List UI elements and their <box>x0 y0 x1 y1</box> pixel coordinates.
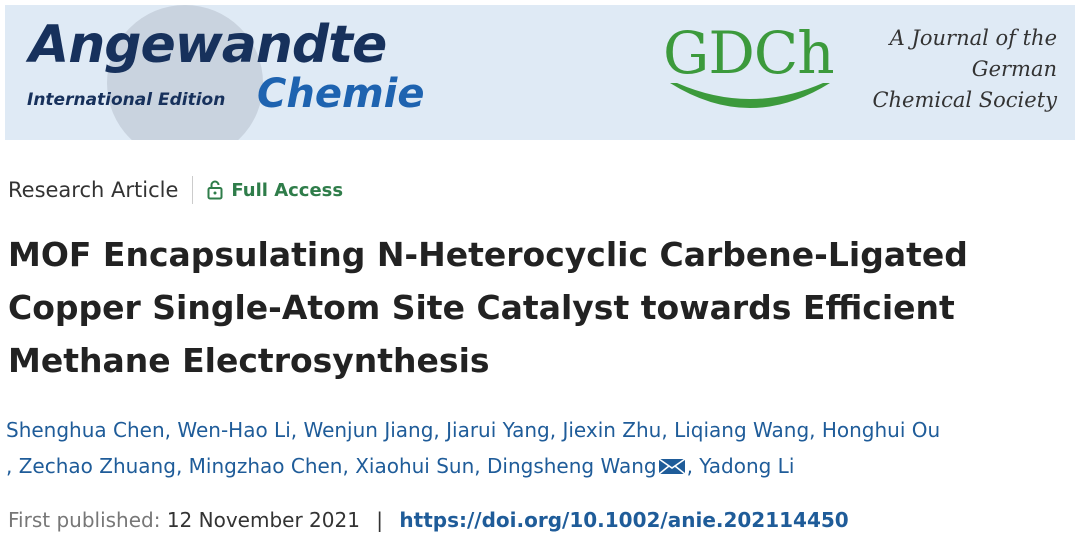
article-meta: Research Article Full Access <box>8 176 343 204</box>
published-label: First published: <box>8 508 161 532</box>
divider: | <box>376 508 384 532</box>
gdch-arc <box>670 83 830 108</box>
access-badge: Full Access <box>207 180 343 201</box>
published-date: 12 November 2021 <box>166 508 360 532</box>
author-name[interactable]: Liqiang Wang <box>674 418 810 442</box>
society-line: A Journal of the <box>889 26 1057 50</box>
title-line: MOF Encapsulating N-Heterocyclic Carbene… <box>8 235 968 274</box>
author-name[interactable]: Wen-Hao Li <box>177 418 291 442</box>
author-name[interactable]: Zechao Zhuang <box>18 454 176 478</box>
journal-subtitle: Chemie <box>257 71 425 117</box>
title-line: Copper Single-Atom Site Catalyst towards… <box>8 288 955 327</box>
author-separator: , <box>661 418 668 442</box>
logo-circle <box>107 5 263 140</box>
author-separator: , <box>809 418 816 442</box>
society-logo: GDCh <box>663 19 835 87</box>
author-separator: , <box>290 418 298 442</box>
article-type: Research Article <box>8 178 179 202</box>
author-separator: , <box>474 454 481 478</box>
author-name[interactable]: Dingsheng Wang <box>486 454 657 478</box>
journal-name: Angewandte <box>29 15 387 75</box>
society-line: Chemical Society <box>872 88 1057 112</box>
author-separator: , <box>175 454 183 478</box>
society-line: German <box>971 57 1057 81</box>
email-icon[interactable] <box>657 457 687 475</box>
author-name[interactable]: Honghui Ou <box>821 418 941 442</box>
author-list: Shenghua Chen, Wen-Hao Li, Wenjun Jiang,… <box>6 412 1080 484</box>
lock-icon <box>207 180 223 200</box>
author-separator: , <box>164 418 171 442</box>
divider-line <box>192 176 194 204</box>
author-separator: , <box>433 418 440 442</box>
banner-graphics <box>107 5 830 140</box>
author-name[interactable]: Jiarui Yang <box>446 418 550 442</box>
author-name[interactable]: Shenghua Chen <box>6 418 165 442</box>
author-name[interactable]: Jiexin Zhu <box>562 418 662 442</box>
author-name[interactable]: Wenjun Jiang <box>303 418 434 442</box>
edition: International Edition <box>27 90 226 110</box>
author-name[interactable]: Xiaohui Sun <box>355 454 475 478</box>
author-name[interactable]: Mingzhao Chen <box>188 454 343 478</box>
author-name[interactable]: Yadong Li <box>699 454 795 478</box>
publication-info: First published: 12 November 2021 | http… <box>8 508 849 532</box>
society-text: A Journal of the German Chemical Society <box>872 23 1057 116</box>
title-line: Methane Electrosynthesis <box>8 341 490 380</box>
doi-link[interactable]: https://doi.org/10.1002/anie.202114450 <box>399 508 849 532</box>
access-label: Full Access <box>231 179 344 201</box>
author-separator: , <box>6 454 13 478</box>
journal-banner: Angewandte International Edition Chemie … <box>5 5 1075 140</box>
author-separator: , <box>686 454 693 478</box>
author-separator: , <box>342 454 349 478</box>
article-title: MOF Encapsulating N-Heterocyclic Carbene… <box>8 228 968 387</box>
author-separator: , <box>549 418 557 442</box>
